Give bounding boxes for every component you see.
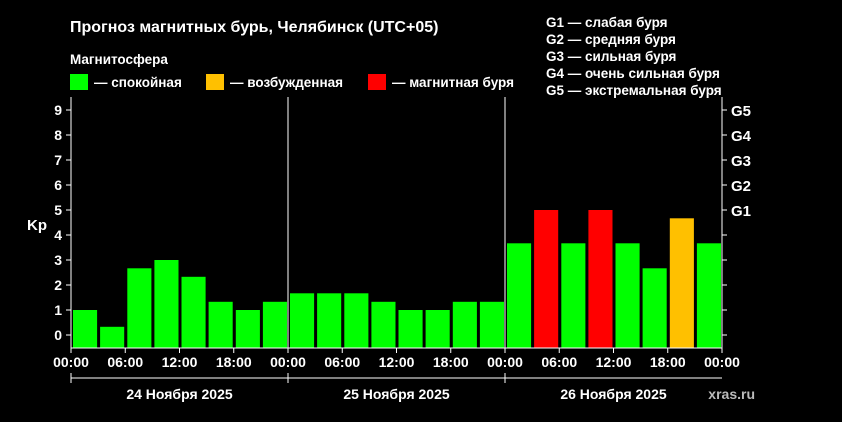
storm-scale-g2: G2 — средняя буря	[546, 32, 676, 47]
bar	[235, 310, 260, 348]
x-tick-label: 00:00	[704, 354, 740, 370]
storm-scale-g5: G5 — экстремальная буря	[546, 83, 722, 98]
bar	[642, 268, 667, 349]
g-level-label: G2	[731, 178, 751, 195]
bar	[534, 210, 559, 348]
g-level-label: G4	[731, 128, 752, 145]
x-tick-label: 12:00	[162, 354, 198, 370]
bar	[290, 293, 315, 349]
x-tick-label: 18:00	[216, 354, 252, 370]
storm-scale-g4: G4 — очень сильная буря	[546, 66, 720, 81]
x-tick-label: 00:00	[270, 354, 306, 370]
bar	[696, 243, 721, 349]
bars	[73, 210, 721, 349]
bar	[317, 293, 342, 349]
day-labels: 24 Ноября 2025 25 Ноября 2025 26 Ноября 20…	[126, 386, 667, 402]
y-tick-label: 7	[54, 152, 62, 168]
x-tick-label: 06:00	[541, 354, 577, 370]
day-label: 26 Ноября 2025	[560, 386, 667, 402]
x-tick-label: 06:00	[324, 354, 360, 370]
y-tick-label: 1	[54, 302, 62, 318]
x-tick-label: 18:00	[433, 354, 469, 370]
bar	[73, 310, 98, 348]
g-level-label: G1	[731, 203, 751, 220]
bar	[588, 210, 613, 348]
g-level-labels: G1 G2 G3 G4 G5	[731, 103, 752, 220]
bar	[344, 293, 369, 349]
day-label: 24 Ноября 2025	[126, 386, 233, 402]
y-tick-label: 6	[54, 177, 62, 193]
x-tick-label: 12:00	[596, 354, 632, 370]
g-level-label: G3	[731, 153, 751, 170]
bar	[479, 301, 504, 349]
bar	[561, 243, 586, 349]
bar	[507, 243, 532, 349]
x-tick-label: 00:00	[53, 354, 89, 370]
legend-swatch-active	[206, 74, 224, 90]
bar	[127, 268, 152, 349]
bar	[208, 301, 233, 349]
legend-label-storm: — магнитная буря	[392, 75, 514, 90]
bar	[425, 310, 450, 348]
y-tick-label: 0	[54, 327, 62, 343]
axes	[66, 97, 727, 383]
bar	[669, 218, 694, 349]
bar	[615, 243, 640, 349]
bar	[100, 326, 125, 349]
y-tick-label: 2	[54, 277, 62, 293]
storm-scale-g3: G3 — сильная буря	[546, 49, 676, 64]
x-tick-labels: 00:00 06:00 12:00 18:00 00:00 06:00 12:00 18:00…	[53, 354, 740, 370]
g-level-label: G5	[731, 103, 751, 120]
legend-swatch-storm	[368, 74, 386, 90]
y-axis-label: Kp	[27, 217, 47, 234]
legend-label-calm: — спокойная	[94, 75, 182, 90]
y-tick-label: 5	[54, 202, 62, 218]
bar	[181, 276, 206, 349]
chart-title: Прогноз магнитных бурь, Челябинск (UTC+0…	[70, 19, 438, 36]
x-tick-label: 00:00	[487, 354, 523, 370]
bar	[262, 301, 287, 349]
y-tick-label: 3	[54, 252, 62, 268]
day-label: 25 Ноября 2025	[343, 386, 450, 402]
x-tick-label: 12:00	[379, 354, 415, 370]
y-tick-labels: 0 1 2 3 4 5 6 7 8 9	[54, 102, 62, 343]
legend-title: Магнитосфера	[70, 52, 168, 67]
bar	[452, 301, 477, 349]
y-tick-label: 4	[54, 227, 62, 243]
x-tick-label: 18:00	[650, 354, 686, 370]
bar	[154, 260, 179, 348]
bar	[398, 310, 423, 348]
bar	[371, 301, 396, 349]
legend-swatch-calm	[70, 74, 88, 90]
y-tick-label: 8	[54, 127, 62, 143]
y-tick-label: 9	[54, 102, 62, 118]
legend-label-active: — возбужденная	[230, 75, 343, 90]
x-tick-label: 06:00	[107, 354, 143, 370]
storm-scale-g1: G1 — слабая буря	[546, 15, 668, 30]
watermark: xras.ru	[708, 386, 755, 402]
